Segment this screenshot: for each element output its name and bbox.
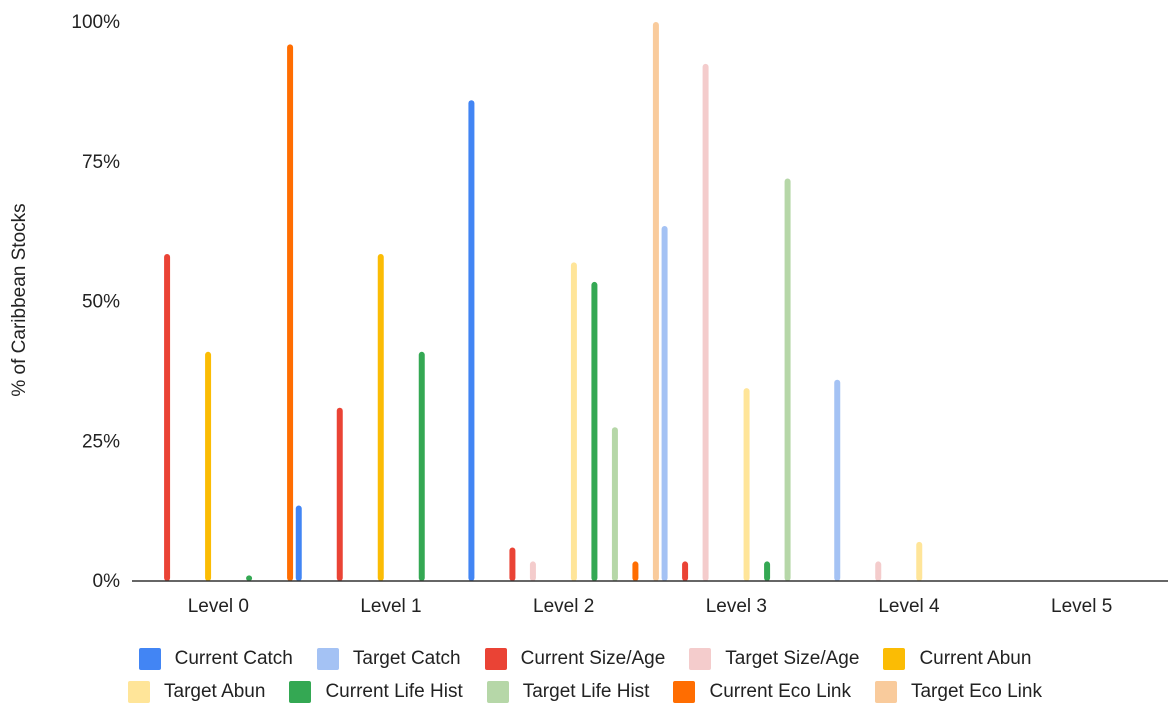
legend-label: Current Size/Age [520,647,666,669]
legend-swatch [316,647,339,670]
y-tick-label: 100% [71,12,120,33]
bar [377,253,384,582]
bar [632,561,639,581]
bar [611,427,618,581]
legend-row-1: Current Catch Target Catch Current Size/Ag… [0,642,1170,675]
legend-swatch [289,680,312,703]
y-axis-title: % of Caribbean Stocks [9,203,30,396]
bar [834,379,841,581]
legend-item: Current Life Hist [289,680,463,703]
bar [652,22,659,581]
y-tick-label: 50% [82,292,120,313]
legend-item: Current Size/Age [484,647,666,670]
bars [164,22,923,582]
legend-item: Target Abun [128,680,266,703]
bar [764,561,771,581]
bar [570,262,577,581]
bar [164,253,171,582]
x-tick-label: Level 0 [188,596,249,617]
bar [875,561,882,581]
legend-label: Current Life Hist [325,680,463,702]
legend-label: Current Abun [919,647,1032,669]
bar [661,226,668,581]
bar [246,575,253,581]
legend-swatch [883,647,906,670]
legend-label: Target Catch [352,647,461,669]
x-tick-label: Level 1 [360,596,421,617]
bar [591,281,598,581]
legend-item: Target Size/Age [689,647,860,670]
y-tick-label: 75% [82,152,120,173]
legend-swatch [128,680,151,703]
legend-label: Target Life Hist [522,680,650,702]
legend-item: Current Eco Link [673,680,851,703]
legend-swatch [484,647,507,670]
legend-swatch [673,680,696,703]
bar [916,541,923,581]
legend-swatch [138,647,161,670]
legend-item: Current Abun [883,647,1032,670]
bar [205,351,212,581]
bar [784,178,791,581]
y-tick-label: 25% [82,431,120,452]
legend-label: Current Eco Link [709,680,851,702]
legend-swatch [486,680,509,703]
x-axis-ticks: Level 0 Level 1 Level 2 Level 3 Level 4 Level… [188,596,1113,617]
legend-label: Target Abun [164,680,266,702]
legend-label: Target Eco Link [910,680,1042,702]
x-tick-label: Level 5 [1051,596,1112,617]
bar [509,547,516,581]
x-tick-label: Level 2 [533,596,594,617]
y-axis-ticks: 0% 25% 50% 75% 100% [71,12,120,592]
x-tick-label: Level 3 [706,596,767,617]
chart-legend: Current Catch Target Catch Current Size/Ag… [0,642,1170,708]
legend-swatch [874,680,897,703]
bar [287,44,294,582]
legend-label: Target Size/Age [725,647,860,669]
legend-label: Current Catch [174,647,293,669]
y-tick-label: 0% [93,571,121,592]
bar [529,561,536,581]
legend-item: Current Catch [138,647,293,670]
legend-swatch [689,647,712,670]
bar [743,388,750,581]
chart-canvas: 0%25%50%75%100% Level 0 Level 1 Level 2 Lev… [9,12,1168,617]
bar [295,505,302,581]
legend-row-2: Target Abun Current Life Hist Target Life … [0,675,1170,708]
bar [682,561,689,581]
bar [468,100,475,581]
bar [702,63,709,582]
legend-item: Target Life Hist [486,680,650,703]
x-tick-label: Level 4 [878,596,940,617]
bar [418,351,425,581]
legend-item: Target Eco Link [874,680,1042,703]
bar [336,407,343,581]
legend-item: Target Catch [316,647,461,670]
